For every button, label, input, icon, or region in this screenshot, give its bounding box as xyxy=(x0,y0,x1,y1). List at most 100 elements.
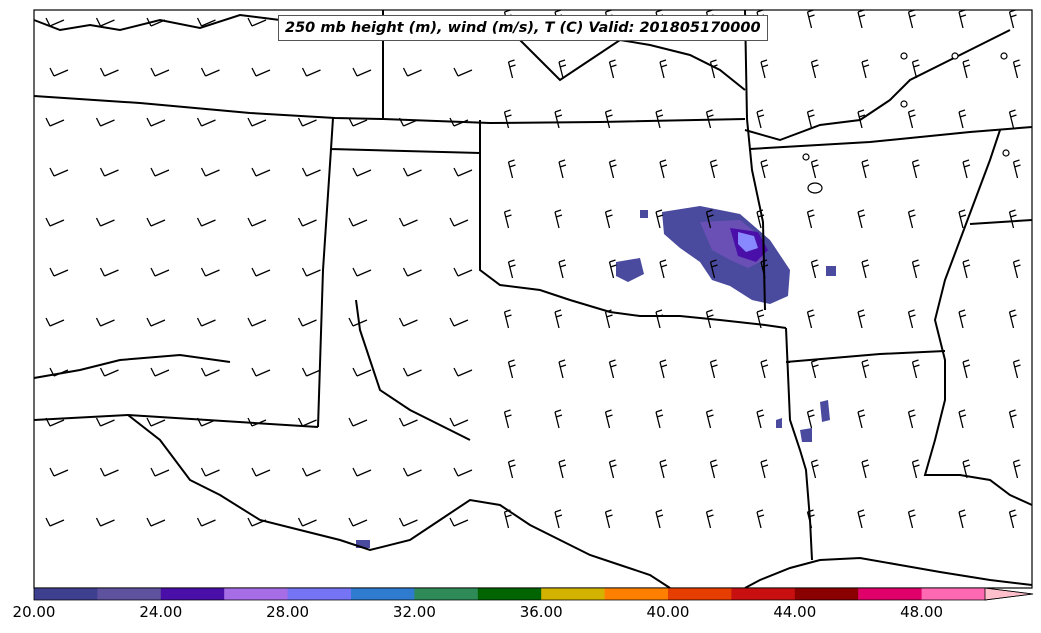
wind-barb xyxy=(857,409,866,429)
wind-barb xyxy=(453,267,473,277)
wind-barb xyxy=(301,367,321,377)
wind-barb xyxy=(958,209,967,229)
wind-barb xyxy=(146,517,166,527)
wind-barb xyxy=(45,517,65,527)
wind-barb xyxy=(558,259,567,279)
wind-barb xyxy=(608,159,617,179)
temperature-contour xyxy=(800,428,812,442)
wind-barb xyxy=(196,517,216,527)
wind-barb xyxy=(507,59,516,79)
wind-barb xyxy=(962,159,971,179)
colorbar-bin xyxy=(160,588,225,600)
border-line xyxy=(317,148,332,428)
wind-barb xyxy=(99,467,119,477)
wind-barb xyxy=(95,517,115,527)
wind-barb xyxy=(857,509,866,529)
colorbar-bin xyxy=(414,588,479,600)
wind-barb xyxy=(449,217,469,227)
wind-barb xyxy=(604,509,613,529)
colorbar-tick-label: 40.00 xyxy=(646,603,690,621)
wind-barb xyxy=(907,509,916,529)
wind-barb xyxy=(857,309,866,329)
wind-barb xyxy=(705,409,714,429)
wind-barb xyxy=(558,459,567,479)
colorbar-bin xyxy=(731,588,796,600)
wind-barb xyxy=(251,267,271,277)
wind-barb xyxy=(95,17,115,27)
wind-barb xyxy=(247,117,267,127)
wind-barb xyxy=(806,309,815,329)
wind-barb xyxy=(608,59,617,79)
colorbar-bin xyxy=(97,588,162,600)
wind-barb xyxy=(297,117,317,127)
wind-barb xyxy=(554,109,563,129)
wind-barb xyxy=(99,367,119,377)
wind-barb xyxy=(200,267,220,277)
wind-barb xyxy=(958,509,967,529)
wind-barb xyxy=(398,517,418,527)
wind-barb xyxy=(911,359,920,379)
wind-barb xyxy=(49,367,69,377)
colorbar-bin xyxy=(351,588,415,600)
wind-barb xyxy=(507,359,516,379)
temperature-contour xyxy=(776,418,782,428)
colorbar-tick-label: 44.00 xyxy=(773,603,817,621)
border-line xyxy=(489,29,746,91)
wind-barb xyxy=(45,317,65,327)
border-line xyxy=(744,29,1011,142)
wind-barb xyxy=(398,217,418,227)
lake-marker xyxy=(900,100,908,108)
wind-barb xyxy=(958,9,967,29)
wind-barb xyxy=(196,317,216,327)
state-borders xyxy=(33,9,1033,589)
wind-barb xyxy=(49,267,69,277)
wind-barb xyxy=(1012,259,1021,279)
wind-barb xyxy=(1012,159,1021,179)
wind-barb xyxy=(95,117,115,127)
wind-barb xyxy=(398,417,418,427)
lake-marker xyxy=(807,182,823,194)
wind-barb xyxy=(45,117,65,127)
border-line xyxy=(785,327,813,561)
wind-barb xyxy=(453,167,473,177)
wind-barb xyxy=(398,117,418,127)
wind-barb xyxy=(911,259,920,279)
wind-barb xyxy=(301,467,321,477)
wind-barb xyxy=(608,259,617,279)
wind-barb xyxy=(907,309,916,329)
wind-barb xyxy=(352,167,372,177)
wind-barb xyxy=(449,417,469,427)
wind-barb xyxy=(705,109,714,129)
wind-barb xyxy=(810,459,819,479)
wind-barb xyxy=(507,259,516,279)
wind-barb xyxy=(558,59,567,79)
wind-barb xyxy=(402,467,422,477)
colorbar-bin xyxy=(604,588,669,600)
wind-barb xyxy=(348,517,368,527)
wind-barb xyxy=(503,309,512,329)
temperature-contour xyxy=(616,258,644,282)
wind-barb xyxy=(99,67,119,77)
colorbar-tick-label: 36.00 xyxy=(519,603,563,621)
wind-barb xyxy=(297,317,317,327)
wind-barb xyxy=(709,359,718,379)
wind-barb xyxy=(247,517,267,527)
border-line xyxy=(479,153,787,329)
wind-barb xyxy=(507,459,516,479)
wind-barb xyxy=(196,417,216,427)
wind-barb xyxy=(659,159,668,179)
border-line xyxy=(33,95,746,125)
wind-barb xyxy=(806,409,815,429)
wind-barb xyxy=(958,309,967,329)
wind-barb xyxy=(861,359,870,379)
wind-barb xyxy=(962,359,971,379)
wind-barb xyxy=(1008,509,1017,529)
border-line xyxy=(127,414,671,589)
wind-barb xyxy=(301,67,321,77)
wind-barb xyxy=(1012,359,1021,379)
wind-barb xyxy=(95,417,115,427)
wind-barb xyxy=(911,459,920,479)
wind-barb xyxy=(150,267,170,277)
temperature-contour xyxy=(640,210,648,218)
wind-barb xyxy=(251,367,271,377)
